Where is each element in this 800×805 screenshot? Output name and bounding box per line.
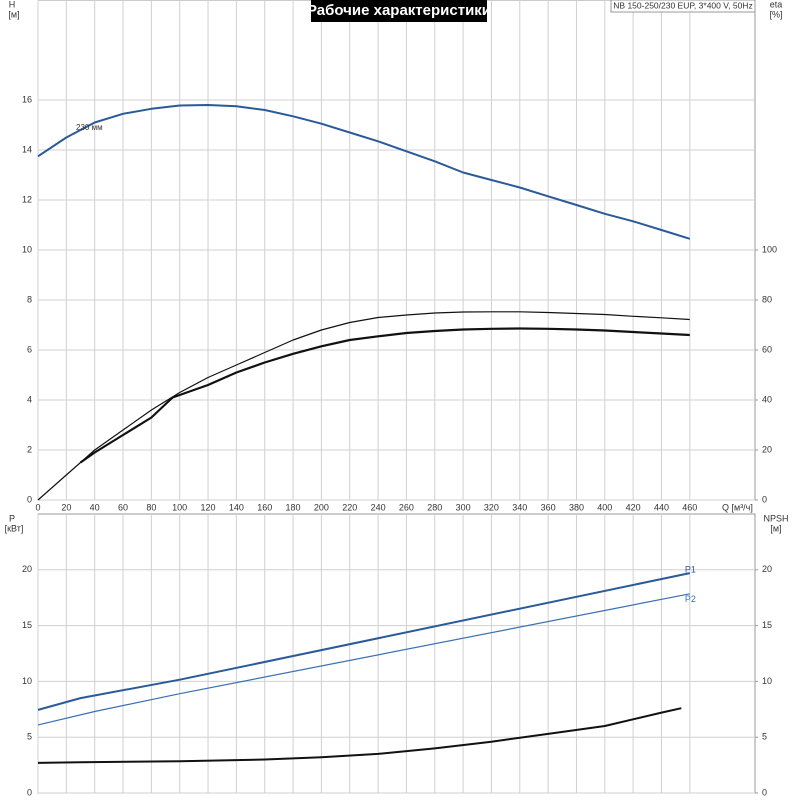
y-tick-label: 16 <box>22 94 32 104</box>
series-line <box>37 593 690 726</box>
x-tick-label: 260 <box>399 502 414 512</box>
x-tick-label: 240 <box>371 502 386 512</box>
y2-tick-label: 0 <box>762 494 767 504</box>
x-tick-label: 200 <box>314 502 329 512</box>
x-tick-label: 280 <box>427 502 442 512</box>
y-tick-label: 5 <box>27 732 32 742</box>
model: NB 150-250/230 EUP, 3*400 V, 50Hz <box>613 0 752 10</box>
y2-tick-label: 15 <box>762 620 772 630</box>
x-tick-label: 120 <box>201 502 216 512</box>
y-tick-label: 4 <box>27 394 32 404</box>
series-line <box>37 707 682 764</box>
series-line <box>37 572 691 711</box>
x-tick-label: 320 <box>484 502 499 512</box>
y-tick-label: 0 <box>27 494 32 504</box>
y-axis-label: H <box>9 0 16 9</box>
x-tick-label: 400 <box>597 502 612 512</box>
y2-tick-label: 5 <box>762 732 767 742</box>
x-tick-label: 440 <box>654 502 669 512</box>
series-line <box>79 327 690 464</box>
y-tick-label: 14 <box>22 144 32 154</box>
y-axis-unit: [кВт] <box>5 523 24 533</box>
y2-axis-label: eta <box>770 0 783 9</box>
y2-tick-label: 60 <box>762 344 772 354</box>
y-tick-label: 10 <box>22 676 32 686</box>
x-tick-label: 420 <box>626 502 641 512</box>
x-tick-label: 180 <box>286 502 301 512</box>
series-label: P1 <box>685 565 696 575</box>
series-label: P2 <box>685 594 696 604</box>
series-line <box>37 311 690 501</box>
title: Рабочие характеристики <box>307 2 491 19</box>
annotation: 230 мм <box>76 123 103 132</box>
x-axis-label: Q [м³/ч] <box>722 502 753 512</box>
x-tick-label: 0 <box>35 502 40 512</box>
y2-axis-unit: [%] <box>769 9 782 19</box>
y-tick-label: 8 <box>27 294 32 304</box>
y-tick-label: 20 <box>22 564 32 574</box>
x-tick-label: 40 <box>90 502 100 512</box>
x-tick-label: 80 <box>146 502 156 512</box>
series-line <box>37 104 691 240</box>
title-box <box>311 0 487 22</box>
y2-tick-label: 100 <box>762 244 777 254</box>
x-tick-label: 300 <box>456 502 471 512</box>
y2-tick-label: 10 <box>762 676 772 686</box>
y-tick-label: 2 <box>27 444 32 454</box>
x-tick-label: 220 <box>342 502 357 512</box>
x-tick-label: 100 <box>172 502 187 512</box>
x-tick-label: 380 <box>569 502 584 512</box>
y-tick-label: 12 <box>22 194 32 204</box>
y2-axis-label: NPSH <box>763 513 788 523</box>
x-tick-label: 160 <box>257 502 272 512</box>
y-tick-label: 15 <box>22 620 32 630</box>
y-tick-label: 10 <box>22 244 32 254</box>
model-box <box>610 0 756 13</box>
x-tick-label: 460 <box>682 502 697 512</box>
y2-axis-unit: [м] <box>770 523 781 533</box>
y-tick-label: 6 <box>27 344 32 354</box>
x-tick-label: 360 <box>541 502 556 512</box>
y2-tick-label: 20 <box>762 564 772 574</box>
y-axis-label: P <box>9 513 15 523</box>
x-tick-label: 20 <box>61 502 71 512</box>
x-tick-label: 340 <box>512 502 527 512</box>
y2-tick-label: 20 <box>762 444 772 454</box>
x-tick-label: 60 <box>118 502 128 512</box>
x-tick-label: 140 <box>229 502 244 512</box>
y2-tick-label: 40 <box>762 394 772 404</box>
plot-area <box>37 513 756 794</box>
y-axis-unit: [м] <box>8 9 19 19</box>
y2-tick-label: 0 <box>762 787 767 797</box>
y-tick-label: 0 <box>27 787 32 797</box>
y2-tick-label: 80 <box>762 294 772 304</box>
